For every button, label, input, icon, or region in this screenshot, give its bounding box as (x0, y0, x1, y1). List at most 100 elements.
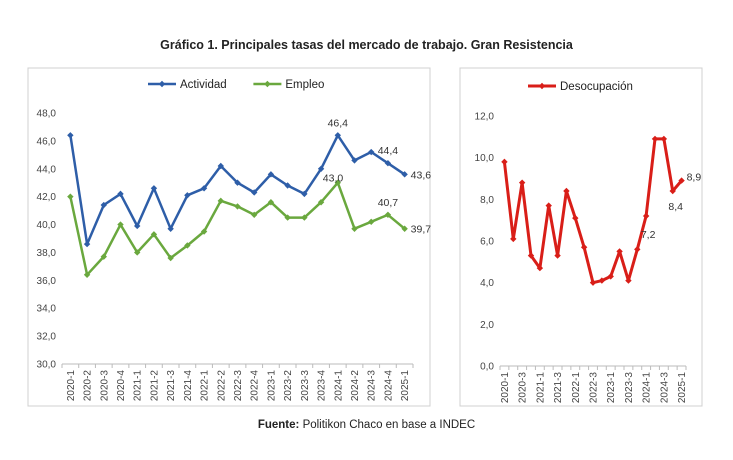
data-point-desocupacion (642, 212, 650, 220)
data-point-desocupacion (625, 277, 632, 284)
data-point-actividad (317, 165, 325, 172)
data-label: 43,0 (323, 173, 344, 185)
x-tick-label: 2022-2 (216, 370, 227, 402)
x-tick-label: 2023-4 (317, 370, 328, 402)
data-point-empleo (368, 218, 375, 225)
x-tick-label: 2022-1 (571, 372, 582, 404)
data-point-actividad (284, 182, 291, 189)
left-chart: 30,0 32,0 34,0 36,0 38,0 40,0 42,0 44,0 46,0 48,0… (37, 79, 432, 401)
data-point-actividad (150, 185, 158, 192)
y-tick-label: 2,0 (480, 320, 494, 331)
data-label: 43,6 (411, 169, 432, 181)
chart-title: Gráfico 1. Principales tasas del mercado… (160, 38, 573, 52)
legend-marker-actividad (158, 80, 166, 88)
data-point-empleo (117, 221, 124, 228)
data-point-actividad (217, 162, 224, 170)
x-tick-label: 2025-1 (677, 372, 688, 404)
data-point-desocupacion (536, 264, 544, 272)
y-tick-label: 32,0 (37, 332, 57, 343)
series-line-desocupacion (502, 137, 683, 285)
data-label: 39,7 (411, 224, 432, 236)
data-point-empleo (67, 193, 74, 200)
data-point-desocupacion (501, 158, 508, 166)
x-tick-label: 2023-3 (624, 372, 635, 404)
data-point-desocupacion (651, 135, 659, 143)
x-tick-label: 2020-3 (518, 372, 529, 404)
x-tick-label: 2024-3 (659, 372, 670, 404)
x-tick-label: 2025-1 (400, 370, 411, 402)
data-point-actividad (301, 190, 308, 198)
data-point-empleo (167, 254, 174, 262)
x-tick-label: 2024-1 (642, 372, 653, 404)
x-tick-label: 2020-4 (116, 370, 127, 402)
legend-marker-desocupacion (538, 82, 546, 90)
x-tick-label: 2023-3 (300, 370, 311, 402)
data-point-actividad (267, 171, 275, 178)
source-text: Politikon Chaco en base a INDEC (302, 419, 476, 431)
x-tick-label: 2020-1 (500, 372, 511, 404)
x-tick-label: 2023-2 (283, 370, 294, 402)
y-tick-label: 34,0 (37, 304, 57, 315)
data-label: 7,2 (641, 229, 656, 241)
data-point-empleo (284, 214, 291, 221)
x-tick-label: 2022-3 (233, 370, 244, 402)
y-tick-label: 36,0 (37, 276, 57, 287)
x-tick-label: 2021-3 (166, 370, 177, 402)
data-point-actividad (100, 201, 107, 209)
x-tick-label: 2021-1 (535, 372, 546, 404)
y-tick-label: 40,0 (37, 220, 57, 231)
data-point-desocupacion (660, 135, 668, 143)
data-point-empleo (217, 197, 224, 205)
data-point-desocupacion (563, 187, 570, 195)
y-tick-label: 12,0 (475, 112, 495, 123)
data-point-desocupacion (518, 179, 526, 186)
y-tick-label: 42,0 (37, 192, 57, 203)
data-point-desocupacion (634, 246, 641, 253)
data-point-actividad (200, 185, 208, 192)
x-tick-label: 2023-1 (606, 372, 617, 404)
data-point-empleo (200, 228, 208, 235)
data-point-empleo (301, 214, 308, 221)
x-tick-label: 2024-2 (350, 370, 361, 402)
left-chart-frame (27, 67, 431, 407)
data-point-empleo (334, 179, 341, 186)
data-point-desocupacion (669, 187, 676, 195)
data-point-desocupacion (572, 214, 579, 222)
data-point-actividad (167, 225, 174, 232)
x-tick-label: 2024-1 (333, 370, 344, 402)
y-tick-label: 0,0 (480, 362, 494, 373)
y-tick-label: 30,0 (37, 360, 57, 371)
x-tick-label: 2020-2 (83, 370, 94, 402)
data-point-desocupacion (554, 252, 561, 259)
x-tick-label: 2022-4 (250, 370, 261, 402)
x-tick-label: 2021-2 (149, 370, 160, 402)
x-tick-label: 2021-1 (133, 370, 144, 402)
data-point-actividad (184, 192, 191, 199)
right-chart-frame (459, 67, 703, 407)
y-tick-label: 46,0 (37, 136, 57, 147)
data-point-desocupacion (580, 244, 588, 251)
y-tick-label: 4,0 (480, 278, 494, 289)
data-point-empleo (234, 203, 241, 210)
data-label: 8,9 (687, 172, 702, 184)
x-tick-label: 2020-1 (66, 370, 77, 402)
data-point-empleo (401, 225, 408, 232)
y-tick-label: 44,0 (37, 164, 57, 175)
data-point-empleo (83, 271, 91, 278)
data-point-empleo (384, 211, 392, 218)
data-point-desocupacion (678, 177, 685, 184)
data-point-empleo (100, 253, 107, 260)
data-point-desocupacion (598, 277, 606, 284)
legend-label-empleo: Empleo (285, 79, 324, 91)
data-point-empleo (134, 249, 141, 256)
x-tick-label: 2024-4 (383, 370, 394, 402)
data-point-empleo (184, 242, 191, 249)
data-point-actividad (67, 132, 74, 139)
data-label: 46,4 (328, 117, 349, 129)
y-tick-label: 48,0 (37, 109, 57, 120)
source-label: Fuente: (257, 419, 300, 431)
data-point-actividad (384, 160, 392, 167)
x-tick-label: 2022-1 (200, 370, 211, 402)
data-point-empleo (351, 225, 358, 232)
